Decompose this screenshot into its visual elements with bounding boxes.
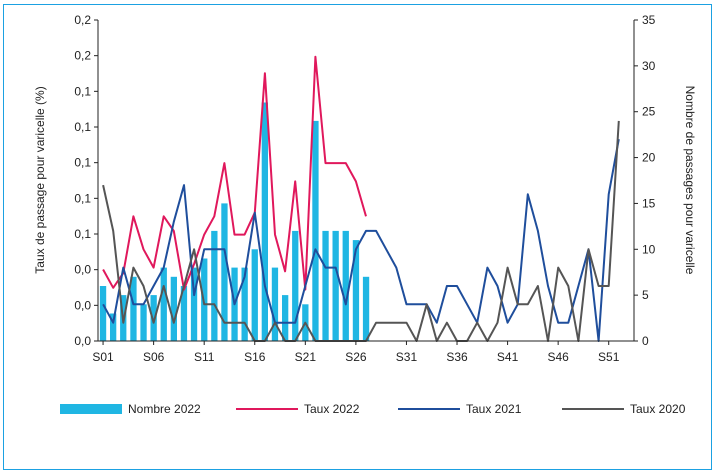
- legend-label-taux-2022: Taux 2022: [304, 402, 360, 416]
- chart-frame: [3, 4, 712, 470]
- series-line-taux-2021: [102, 139, 620, 342]
- bar-S05: [140, 304, 147, 341]
- y-tick-label: 0,1: [74, 84, 91, 98]
- x-tick-label: S26: [345, 350, 367, 364]
- bar-S07: [160, 267, 167, 341]
- x-tick-label: S06: [143, 350, 165, 364]
- x-tick-label: S16: [244, 350, 266, 364]
- legend-swatch-nombre-2022: [60, 404, 122, 414]
- y-tick-label: 0,0: [74, 263, 91, 277]
- y2-tick-label: 15: [642, 196, 656, 210]
- y2-tick-label: 0: [642, 334, 649, 348]
- bar-S27: [362, 276, 370, 341]
- y-tick-label: 0,1: [74, 191, 91, 205]
- bar-S19: [282, 295, 289, 341]
- bar-S04: [130, 276, 137, 341]
- bar-S18: [271, 267, 279, 341]
- bar-S15: [241, 267, 248, 341]
- bar-S22: [312, 120, 319, 342]
- y-tick-label: 0,2: [74, 13, 91, 27]
- series-line-taux-2022: [102, 55, 367, 291]
- y-axis-title: Taux de passage pour varicelle (%): [33, 86, 47, 273]
- bar-S13: [221, 203, 228, 341]
- bar-S20: [292, 230, 299, 341]
- bar-S12: [211, 230, 218, 341]
- y2-tick-label: 30: [642, 59, 656, 73]
- legend-label-taux-2021: Taux 2021: [466, 402, 522, 416]
- y2-axis-title: Nombre de passages pour varicelle: [683, 86, 697, 275]
- y2-tick-label: 25: [642, 105, 656, 119]
- bar-S06: [150, 295, 157, 341]
- x-tick-label: S51: [598, 350, 620, 364]
- x-tick-label: S41: [497, 350, 519, 364]
- y2-tick-label: 10: [642, 242, 656, 256]
- legend: Nombre 2022 Taux 2022 Taux 2021 Taux 2020: [60, 402, 686, 416]
- bar-S23: [322, 230, 329, 341]
- bar-S17: [261, 102, 268, 341]
- legend-label-nombre-2022: Nombre 2022: [128, 402, 201, 416]
- y2-tick-label: 20: [642, 151, 656, 165]
- y-tick-label: 0,1: [74, 227, 91, 241]
- bar-S10: [190, 267, 198, 341]
- bar-S25: [342, 230, 349, 341]
- bar-S09: [180, 286, 188, 341]
- y-tick-label: 0,0: [74, 334, 91, 348]
- bar-S02: [110, 313, 117, 341]
- x-tick-label: S36: [446, 350, 468, 364]
- bar-S01: [99, 286, 107, 341]
- y-tick-label: 0,2: [74, 49, 91, 63]
- y-tick-label: 0,0: [74, 298, 91, 312]
- y-tick-label: 0,1: [74, 156, 91, 170]
- bar-S16: [251, 249, 258, 341]
- y-tick-label: 0,1: [74, 120, 91, 134]
- bar-S26: [352, 240, 360, 341]
- x-tick-label: S31: [396, 350, 418, 364]
- axes-layer: 0,0 0,0 0,0 0,1 0,1 0,1 0,1 0,1 0,2 0,2 0 5 10 15 20 25…: [74, 13, 655, 364]
- bar-S08: [170, 276, 177, 341]
- x-tick-label: S11: [194, 350, 215, 364]
- legend-label-taux-2020: Taux 2020: [630, 402, 686, 416]
- y2-tick-label: 5: [642, 288, 649, 302]
- lines-layer: [102, 55, 620, 342]
- x-tick-label: S46: [547, 350, 569, 364]
- x-tick-label: S01: [92, 350, 114, 364]
- bar-S24: [332, 230, 339, 341]
- y2-tick-label: 35: [642, 13, 656, 27]
- x-tick-label: S21: [295, 350, 317, 364]
- series-line-taux-2020: [102, 120, 620, 342]
